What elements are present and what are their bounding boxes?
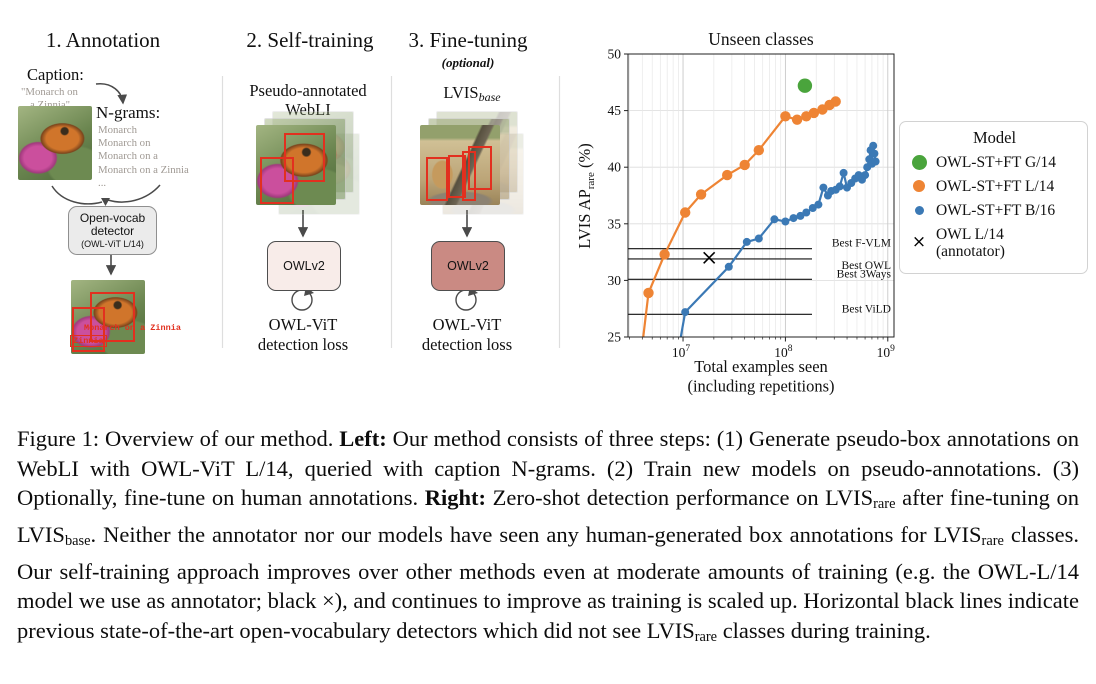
ngram-line: Monarch [98,124,137,136]
step-2-title: 2. Self-training [246,28,374,52]
y-axis-label: LVIS APrare (%) [575,143,597,248]
gt-bbox [448,155,467,198]
series-owl-l-14-annotator- [703,251,716,264]
legend-label: (annotator) [936,242,1005,260]
cap-line: "Monarch on [21,86,78,98]
svg-text:30: 30 [608,273,622,288]
gt-bbox [426,157,448,201]
webli-image-stack [256,111,364,215]
svg-text:107: 107 [672,344,691,360]
x-marker-icon: × [911,232,927,252]
annotated-output-image: Monarch on a Zinnia Zinnia [70,280,181,354]
detector-line2: detector [90,224,135,238]
blue-dot-icon [914,205,924,215]
ngrams-label: N-grams: [96,103,161,122]
caption-to-ngrams-arrow [95,83,128,105]
green-dot-icon [911,154,927,170]
lvis-sub: base [478,90,501,104]
svg-text:45: 45 [608,103,622,118]
ngrams-to-detector-curve [107,184,161,203]
bbox-label-monarch: Monarch on a Zinnia [84,323,181,333]
ds-line: Pseudo-annotated [249,81,367,100]
ngram-line: Monarch on [98,137,151,150]
lvis-image-stack [420,111,528,215]
loss-line: detection loss [421,334,513,354]
x-axis-label: (including repetitions) [687,377,834,396]
ngram-line: Monarch on a Zinnia [98,163,189,176]
caption-label: Caption: [27,65,84,84]
bbox-zinnia [72,306,106,353]
svg-text:35: 35 [608,216,622,231]
legend-item-b16: OWL-ST+FT B/16 [906,198,1083,222]
chart-legend: Model OWL-ST+FT G/14 OWL-ST+FT L/14 OWL-… [899,121,1088,274]
legend-label: OWL-ST+FT G/14 [936,153,1056,171]
loss-line: OWL-ViT [432,315,502,334]
lvis-dataset-label: LVISbase [420,83,524,107]
ngram-line: ... [98,176,107,189]
loss-line: detection loss [257,334,349,354]
ngram-line: Monarch on a [98,150,158,163]
svg-text:109: 109 [877,344,896,360]
legend-item-g14: OWL-ST+FT G/14 [906,150,1083,174]
lvis-front-image [420,125,500,205]
svg-text:Best 3Ways: Best 3Ways [837,268,892,280]
chart-title: Unseen classes [708,29,814,49]
image-to-detector-curve [51,185,103,205]
ngrams-list: Monarch Monarch on Monarch on a Monarch on … [98,124,189,190]
series-owl-st-ft-l-14 [642,96,841,337]
svg-text:Best OWL: Best OWL [841,260,891,272]
input-image [18,106,92,180]
legend-label: OWL-ST+FT L/14 [936,177,1055,195]
step-3-subtitle: (optional) [441,55,495,70]
converge-arrowhead [101,198,110,206]
legend-label: OWL L/14 [936,225,1004,243]
figure-caption: Figure 1: Overview of our method. Left: … [17,426,1080,646]
svg-text:Best F-VLM: Best F-VLM [832,238,891,250]
detector-line1: Open-vocab [79,210,146,225]
svg-text:25: 25 [608,330,622,345]
webli-front-image [256,125,336,205]
bbox-monarch [90,291,135,342]
legend-title: Model [972,128,1017,147]
loss-line: OWL-ViT [268,315,338,334]
loss-label-selftrain: OWL-ViT detection loss [233,315,373,354]
ds-line: WebLI [285,99,331,119]
legend-label: OWL-ST+FT B/16 [936,201,1056,219]
lvis-main: LVIS [443,83,479,102]
webli-dataset-label: Pseudo-annotated WebLI [238,81,378,119]
x-axis-label: Total examples seen [694,357,828,376]
owlv2-box-selftrain: OWLv2 [267,241,341,291]
series-owl-st-ft-g-14 [797,78,813,93]
pseudo-bbox [260,157,295,205]
svg-text:50: 50 [608,47,622,62]
orange-dot-icon [913,180,925,192]
gt-bbox [468,145,492,190]
step-1-title: 1. Annotation [45,28,161,52]
legend-item-l14: OWL-ST+FT L/14 [906,174,1083,198]
detector-line3: (OWL-ViT L/14) [81,238,144,249]
owlv2-box-finetune: OWLv2 [431,241,505,291]
svg-text:Best ViLD: Best ViLD [842,303,891,315]
loss-label-finetune: OWL-ViT detection loss [397,315,537,354]
legend-item-annotator: × OWL L/14 (annotator) [906,222,1083,263]
bbox-label-zinnia: Zinnia [70,335,107,347]
svg-text:40: 40 [608,160,622,175]
series-owl-st-ft-b-16 [679,141,880,337]
open-vocab-detector-box: Open-vocab detector (OWL-ViT L/14) [68,206,157,255]
step-3-title: 3. Fine-tuning [408,28,528,52]
